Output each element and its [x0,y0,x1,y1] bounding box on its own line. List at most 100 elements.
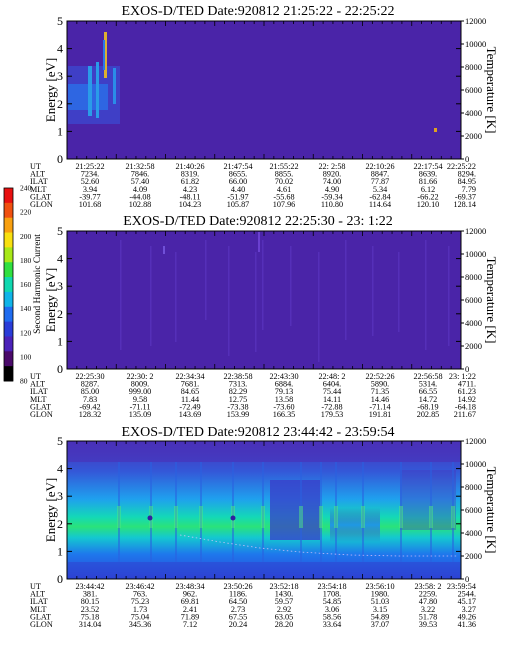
orbit-cell: 52.60 [81,177,99,186]
temperature-tick-label: 2000 [465,341,482,351]
temperature-tick-label: 6000 [465,295,482,305]
orbit-cell: 71.89 [181,612,199,621]
orbit-cell: 135.09 [129,410,152,419]
energy-tick-label: 3 [57,489,63,503]
orbit-cell: 23:54:18 [317,582,346,591]
energy-tick-label: 1 [57,124,63,138]
orbit-cell: 2.41 [183,605,197,614]
orbit-cell: 8287. [81,380,99,389]
orbit-cell: 22:38:58 [223,372,252,381]
orbit-cell: 85.00 [81,387,99,396]
temperature-tick-label: 8000 [465,62,482,72]
energy-tick-label: 2 [57,517,63,531]
temperature-tick-label: 6000 [465,505,482,515]
panel-2-y2ticks: 0 2000 4000 6000 8000 10000 12000 [461,226,486,374]
orbit-cell: 23:52:18 [269,582,298,591]
orbit-cell: 64.50 [229,597,247,606]
panel-3-title: EXOS-D/TED Date:920812 23:44:42 - 23:59:… [122,425,395,440]
orbit-cell: 66.00 [229,177,247,186]
orbit-cell: -64.18 [455,402,476,411]
orbit-cell: 104.23 [179,200,202,209]
orbit-cell: 5314. [419,380,437,389]
orbit-cell: 14.46 [371,395,389,404]
orbit-cell: 51.78 [419,612,437,621]
temperature-tick-label: 2000 [465,131,482,141]
orbit-cell: 211.67 [454,410,476,419]
orbit-cell: 77.87 [371,177,389,186]
orbit-cell: 70.02 [275,177,293,186]
orbit-cell: -62.84 [369,192,390,201]
orbit-cell: -71.14 [369,402,390,411]
orbit-cell: 107.96 [273,200,296,209]
orbit-cell: 962. [183,590,197,599]
orbit-cell: 22:25:22 [447,162,476,171]
orbit-cell: 9.58 [133,395,147,404]
orbit-cell: 84.65 [181,387,199,396]
panel-1-ylabel: Energy [eV] [43,58,58,122]
colorbar-swatch [4,321,13,337]
energy-tick-label: 1 [57,544,63,558]
orbit-cell: 80.15 [81,597,99,606]
orbit-cell: 7.12 [183,620,197,629]
orbit-cell: 21:25:22 [75,162,104,171]
orbit-cell: 120.10 [417,200,440,209]
orbit-cell: 11.44 [181,395,199,404]
orbit-cell: 41.36 [458,620,476,629]
orbit-cell: 3.06 [325,605,339,614]
temperature-tick-label: 4000 [465,528,482,538]
panel-1-y2ticks: 0 2000 4000 6000 8000 10000 12000 [461,16,486,164]
energy-tick-label: 0 [57,572,63,586]
orbit-cell: 14.11 [323,395,341,404]
colorbar-swatch [4,291,13,308]
panel-2-heatmap-features [120,232,450,362]
orbit-cell: 5.34 [373,185,387,194]
orbit-cell: -72.88 [321,402,342,411]
orbit-cell: -55.68 [273,192,294,201]
orbit-cell: 23:50:26 [223,582,252,591]
orbit-cell: 13.58 [275,395,293,404]
panel-2: EXOS-D/TED Date:920812 22:25:30 - 23: 1:… [30,214,499,419]
colorbar-label: Second Harmonic Current [33,234,43,334]
orbit-cell: -71.11 [130,402,151,411]
colorbar-swatch [4,306,13,323]
energy-tick-label: 5 [57,224,63,238]
orbit-cell: 191.81 [369,410,392,419]
orbit-cell: 28.20 [275,620,293,629]
temperature-tick-label: 12000 [465,436,486,446]
orbit-cell: 8639. [419,170,437,179]
orbit-cell: 7.83 [83,395,97,404]
orbit-cell: 33.64 [323,620,341,629]
orbit-cell: 105.87 [227,200,250,209]
orbit-cell: 23: 1:22 [449,372,476,381]
orbit-cell: 23:48:34 [175,582,204,591]
orbit-cell: 75.18 [81,612,99,621]
orbit-row-label: MLT [30,395,47,404]
orbit-cell: 61.82 [181,177,199,186]
colorbar-tick-label: 200 [20,232,32,241]
orbit-cell: 8847. [371,170,389,179]
colorbar-tick-label: 140 [20,304,32,313]
orbit-cell: 143.69 [179,410,202,419]
orbit-cell: 22:56:58 [413,372,442,381]
orbit-cell: 2.92 [277,605,291,614]
orbit-cell: 22:17:54 [413,162,442,171]
panel-2-yticks: 0 1 2 3 4 5 [57,224,462,376]
energy-tick-label: 0 [57,362,63,376]
panel-1: EXOS-D/TED Date:920812 21:25:22 - 22:25:… [30,4,499,209]
orbit-cell: 2.73 [231,605,245,614]
orbit-cell: -51.97 [227,192,248,201]
orbit-cell: 79.13 [275,387,293,396]
orbit-cell: 7234. [81,170,99,179]
orbit-cell: -69.37 [455,192,476,201]
orbit-cell: 22:43:30 [269,372,298,381]
colorbar-swatch [4,232,13,248]
orbit-cell: 71.35 [371,387,389,396]
panel-2-plot-area [66,230,462,370]
temperature-tick-label: 12000 [465,16,486,26]
temperature-tick-label: 0 [465,154,469,164]
orbit-cell: 59.57 [275,597,293,606]
orbit-cell: -66.22 [417,192,438,201]
orbit-cell: 179.53 [321,410,344,419]
orbit-cell: 4711. [458,380,476,389]
